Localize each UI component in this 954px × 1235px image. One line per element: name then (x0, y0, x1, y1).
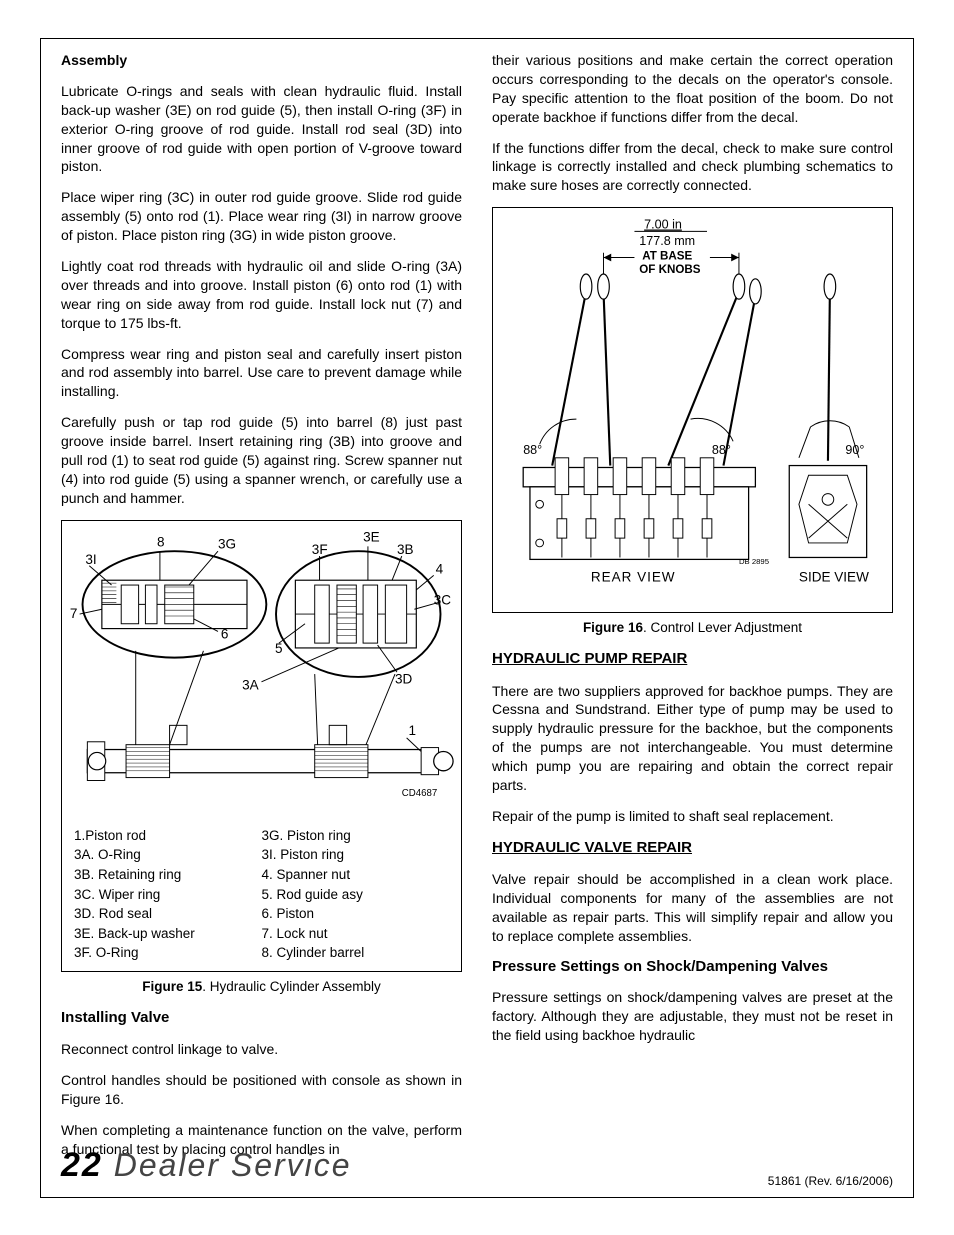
svg-text:3I: 3I (85, 551, 96, 566)
svg-text:7.00 in: 7.00 in (644, 218, 682, 232)
svg-text:1: 1 (409, 723, 417, 738)
right-p2: If the functions differ from the decal, … (492, 139, 893, 196)
left-p4: Compress wear ring and piston seal and c… (61, 345, 462, 402)
columns: Assembly Lubricate O-rings and seals wit… (61, 51, 893, 1171)
valve-p1: Valve repair should be accomplished in a… (492, 870, 893, 946)
iv-p2: Control handles should be positioned wit… (61, 1071, 462, 1109)
right-p1: their various positions and make certain… (492, 51, 893, 127)
legend-item: 3D. Rod seal (74, 904, 262, 924)
legend-item: 3C. Wiper ring (74, 885, 262, 905)
page-number: 22 (61, 1146, 103, 1184)
figure-15-svg: 8 3G 3E 3I 3F 3B 4 3C 7 6 5 3D 3A 1 CD46… (68, 527, 455, 817)
legend-item: 5. Rod guide asy (262, 885, 450, 905)
svg-text:3B: 3B (397, 542, 414, 557)
installing-valve-heading: Installing Valve (61, 1008, 462, 1028)
legend-item: 1.Piston rod (74, 826, 262, 846)
svg-text:3D: 3D (395, 671, 413, 686)
legend-left: 1.Piston rod 3A. O-Ring 3B. Retaining ri… (74, 826, 262, 963)
svg-text:DB 2895: DB 2895 (739, 557, 769, 566)
fig16-caption-bold: Figure 16 (583, 620, 643, 635)
svg-text:88°: 88° (712, 443, 731, 457)
rear-lever-2 (598, 274, 611, 466)
press-p1: Pressure settings on shock/dampening val… (492, 988, 893, 1045)
left-p3: Lightly coat rod threads with hydraulic … (61, 257, 462, 333)
legend-item: 6. Piston (262, 904, 450, 924)
svg-text:OF KNOBS: OF KNOBS (639, 263, 701, 276)
page-border: Assembly Lubricate O-rings and seals wit… (40, 38, 914, 1198)
legend-item: 3E. Back-up washer (74, 924, 262, 944)
svg-text:90°: 90° (845, 443, 864, 457)
svg-text:5: 5 (275, 640, 283, 655)
svg-text:3G: 3G (218, 536, 236, 551)
pump-heading: HYDRAULIC PUMP REPAIR (492, 649, 893, 669)
legend-item: 8. Cylinder barrel (262, 943, 450, 963)
right-column: their various positions and make certain… (492, 51, 893, 1171)
svg-text:REAR VIEW: REAR VIEW (591, 570, 676, 585)
svg-text:3A: 3A (242, 677, 259, 692)
figure-16-svg: 7.00 in 177.8 mm AT BASE OF KNOBS (499, 214, 886, 601)
footer-title: Dealer Service (114, 1147, 352, 1183)
left-p5: Carefully push or tap rod guide (5) into… (61, 413, 462, 507)
figure-15-caption: Figure 15. Hydraulic Cylinder Assembly (61, 978, 462, 996)
pump-p2: Repair of the pump is limited to shaft s… (492, 807, 893, 826)
fig15-caption-bold: Figure 15 (142, 979, 202, 994)
left-p1: Lubricate O-rings and seals with clean h… (61, 82, 462, 176)
iv-p1: Reconnect control linkage to valve. (61, 1040, 462, 1059)
svg-text:88°: 88° (523, 443, 542, 457)
footer-left: 22 Dealer Service (61, 1143, 352, 1189)
legend-item: 3I. Piston ring (262, 845, 450, 865)
svg-text:6: 6 (221, 626, 229, 641)
legend-right: 3G. Piston ring 3I. Piston ring 4. Spann… (262, 826, 450, 963)
left-column: Assembly Lubricate O-rings and seals wit… (61, 51, 462, 1171)
rear-lever-4 (723, 279, 761, 466)
legend-item: 3F. O-Ring (74, 943, 262, 963)
figure-16-caption: Figure 16. Control Lever Adjustment (492, 619, 893, 637)
left-p2: Place wiper ring (3C) in outer rod guide… (61, 188, 462, 245)
svg-text:177.8 mm: 177.8 mm (639, 234, 695, 248)
footer: 22 Dealer Service 51861 (Rev. 6/16/2006) (61, 1143, 893, 1189)
svg-text:8: 8 (157, 534, 165, 549)
rear-lever-3 (668, 274, 744, 466)
figure-15-legend: 1.Piston rod 3A. O-Ring 3B. Retaining ri… (68, 822, 455, 965)
figure-16-box: 7.00 in 177.8 mm AT BASE OF KNOBS (492, 207, 893, 613)
pressure-heading: Pressure Settings on Shock/Dampening Val… (492, 958, 893, 977)
legend-item: 3B. Retaining ring (74, 865, 262, 885)
fig16-caption-rest: . Control Lever Adjustment (643, 620, 802, 635)
valve-heading: HYDRAULIC VALVE REPAIR (492, 838, 893, 858)
footer-rev: 51861 (Rev. 6/16/2006) (768, 1173, 893, 1189)
side-lever (824, 274, 836, 461)
svg-text:7: 7 (70, 606, 78, 621)
legend-item: 3A. O-Ring (74, 845, 262, 865)
svg-text:3E: 3E (363, 529, 380, 544)
assembly-heading: Assembly (61, 51, 462, 70)
svg-text:3C: 3C (434, 592, 452, 607)
figure-15-box: 8 3G 3E 3I 3F 3B 4 3C 7 6 5 3D 3A 1 CD46… (61, 520, 462, 972)
legend-item: 7. Lock nut (262, 924, 450, 944)
legend-item: 4. Spanner nut (262, 865, 450, 885)
pump-p1: There are two suppliers approved for bac… (492, 682, 893, 795)
svg-text:SIDE VIEW: SIDE VIEW (799, 570, 869, 585)
svg-text:AT BASE: AT BASE (642, 250, 692, 263)
svg-text:3F: 3F (312, 542, 328, 557)
fig15-caption-rest: . Hydraulic Cylinder Assembly (202, 979, 381, 994)
svg-text:CD4687: CD4687 (402, 788, 437, 799)
rear-lever-1 (552, 274, 592, 466)
legend-item: 3G. Piston ring (262, 826, 450, 846)
svg-text:4: 4 (436, 561, 444, 576)
